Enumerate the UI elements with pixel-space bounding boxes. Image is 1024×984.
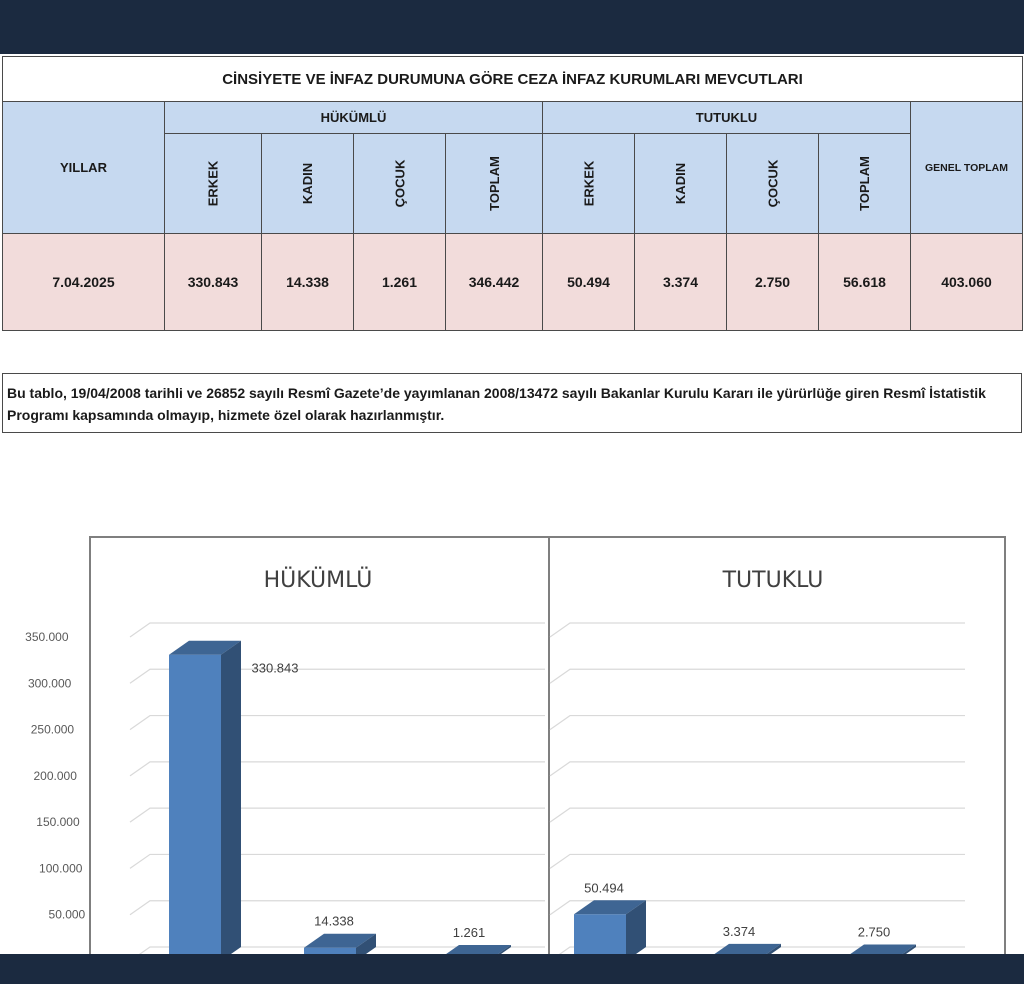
gridline [129,807,545,823]
gridline [558,946,965,954]
tutuklu-group-header: TUTUKLU [542,101,911,134]
gridline [129,900,545,916]
subheader-cell: TOPLAM [445,133,543,234]
tutuklu-toplam-value: 56.618 [818,233,911,331]
hukumlu-cocuk-header: ÇOCUK [391,159,407,208]
gridline [129,622,545,638]
data-label: 1.261 [453,925,486,940]
data-label: 330.843 [252,661,299,676]
y-tick-label: 150.000 [36,815,80,829]
gridline [549,761,965,777]
grand-total-header: GENEL TOPLAM [910,101,1023,234]
bar-chart: 050.000100.000150.000200.000250.000300.0… [0,439,1024,954]
chart-svg: 050.000100.000150.000200.000250.000300.0… [25,536,1006,954]
bar-top [714,943,781,954]
bar-side [766,943,781,954]
y-tick-label: 200.000 [34,769,78,783]
bar-top [574,900,646,915]
stats-table: CİNSİYETE VE İNFAZ DURUMUNA GÖRE CEZA İN… [2,56,1023,331]
hukumlu-group-header: HÜKÜMLÜ [164,101,543,134]
bar-front [169,654,221,954]
tutuklu-erkek-header: ERKEK [580,160,596,207]
date-cell: 7.04.2025 [2,233,165,331]
subheader-cell: KADIN [261,133,354,234]
subheader-cell: ÇOCUK [353,133,446,234]
gridline [129,761,545,777]
document-page: CİNSİYETE VE İNFAZ DURUMUNA GÖRE CEZA İN… [0,54,1024,954]
subheader-cell: ERKEK [164,133,262,234]
gridline [129,714,545,731]
y-tick-label: 50.000 [49,908,86,922]
subheader-cell: ERKEK [542,133,635,234]
bar-front [574,914,626,954]
bar-side [626,900,646,954]
years-header: YILLAR [2,101,165,234]
tutuklu-erkek-value: 50.494 [542,233,635,331]
hukumlu-toplam-value: 346.442 [445,233,543,331]
gridline [129,853,545,869]
subheader-cell: TOPLAM [818,133,911,234]
tutuklu-cocuk-value: 2.750 [726,233,819,331]
tutuklu-toplam-header: TOPLAM [857,156,872,211]
bar-side [902,944,916,954]
bar-top [850,944,916,954]
plot-frame [89,536,1006,954]
bar-side [221,640,241,954]
data-label: 3.374 [723,924,756,939]
hukumlu-toplam-header: TOPLAM [486,156,502,211]
gridline [138,946,545,954]
gridline [549,853,965,869]
gridline [549,807,965,823]
subheader-cell: KADIN [634,133,727,234]
panel-title: TUTUKLU [722,568,824,593]
tutuklu-kadin-value: 3.374 [634,233,727,331]
tutuklu-kadin-header: KADIN [672,162,688,205]
tutuklu-cocuk-header: ÇOCUK [764,159,780,208]
disclaimer-note: Bu tablo, 19/04/2008 tarihli ve 26852 sa… [2,373,1022,433]
y-tick-label: 250.000 [31,723,75,737]
table-row: 7.04.2025 330.843 14.338 1.261 346.442 5… [2,233,1023,331]
hukumlu-kadin-header: KADIN [299,162,315,205]
data-label: 50.494 [584,880,624,895]
bar-top [304,933,376,948]
gridline [549,900,965,916]
bar-top [446,945,511,954]
gridline [549,714,965,731]
hukumlu-erkek-value: 330.843 [164,233,262,331]
gridline [129,668,545,684]
hukumlu-kadin-value: 14.338 [261,233,354,331]
bar-side [498,945,511,954]
y-tick-label: 300.000 [28,676,72,690]
grand-total-value: 403.060 [910,233,1023,331]
data-label: 2.750 [858,924,891,939]
bar-side [356,933,376,954]
table-title: CİNSİYETE VE İNFAZ DURUMUNA GÖRE CEZA İN… [2,56,1023,102]
bar-top [169,640,241,655]
hukumlu-cocuk-value: 1.261 [353,233,446,331]
subheader-cell: ÇOCUK [726,133,819,234]
gridline [549,668,965,684]
hukumlu-erkek-header: ERKEK [205,160,221,207]
panel-title: HÜKÜMLÜ [264,567,373,593]
data-label: 14.338 [314,914,354,929]
bar-front [304,947,356,954]
y-tick-label: 350.000 [25,630,69,644]
gridline [549,622,965,638]
y-tick-label: 100.000 [39,861,83,875]
